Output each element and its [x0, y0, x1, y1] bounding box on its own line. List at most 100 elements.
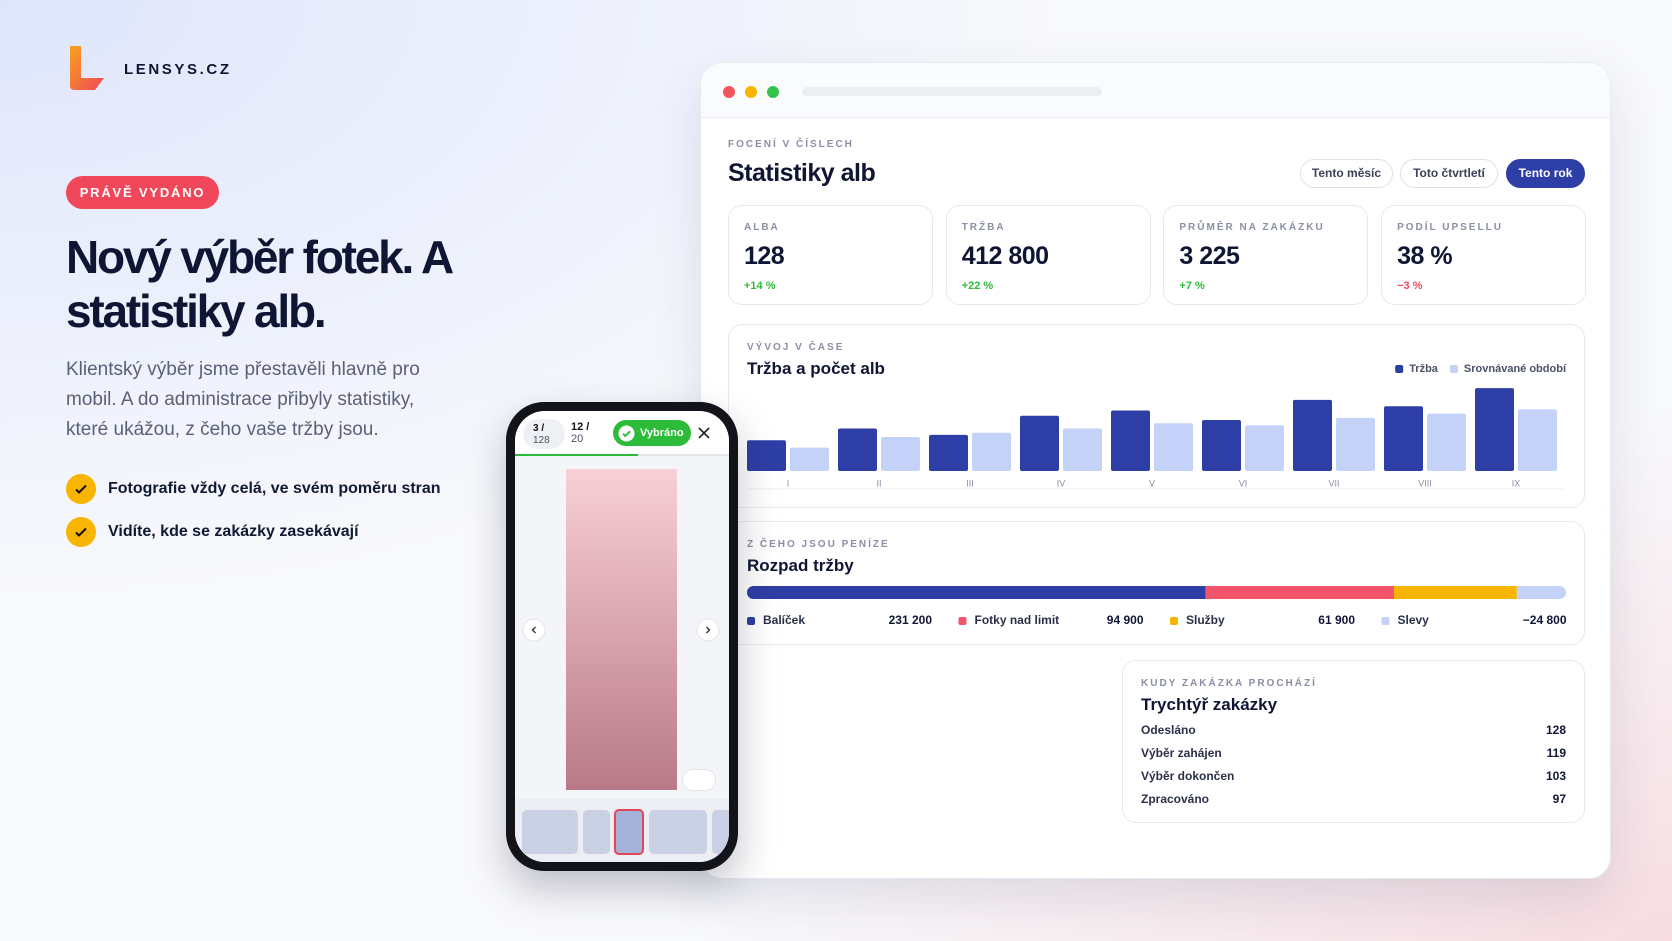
card-title: Trychtýř zakázky — [1141, 695, 1278, 714]
feature-text: Fotografie vždy celá, ve svém poměru str… — [108, 480, 441, 497]
legend-swatch — [1395, 365, 1404, 373]
close-icon[interactable] — [698, 427, 710, 439]
funnel-label: Odesláno — [1141, 723, 1196, 737]
brand: LENSYS.CZ — [124, 61, 232, 78]
selected-pill[interactable]: Vybráno — [613, 420, 691, 446]
x-tick-label: IV — [1057, 478, 1066, 488]
kpi-change: +14 % — [744, 280, 776, 292]
window-dot[interactable] — [745, 86, 757, 98]
kpi-value: 128 — [744, 242, 785, 270]
paragraph-line: Klientský výběr jsme přestavěli hlavně p… — [66, 359, 420, 380]
check-icon — [66, 474, 96, 504]
kpi-card: ALBA 128 +14 % — [728, 205, 933, 305]
photo-counter-value: 3 / — [533, 423, 545, 434]
bar — [881, 437, 920, 471]
feature: Fotografie vždy celá, ve svém poměru str… — [66, 474, 441, 504]
zoom-button[interactable] — [682, 769, 716, 791]
photo — [566, 469, 677, 790]
x-tick-label: I — [787, 478, 790, 488]
dashboard-window: FOCENÍ V ČÍSLECH Statistiky alb VÝVOJ V … — [700, 62, 1611, 879]
bar — [1063, 428, 1102, 471]
phone: 3 / 128 12 / 20 Vybráno — [506, 402, 738, 871]
legend-swatch — [1449, 365, 1458, 373]
kpi-label: PRŮMĚR NA ZAKÁZKU — [1179, 222, 1325, 233]
thumbnail[interactable] — [583, 810, 610, 854]
value-label: 94 900 — [1107, 613, 1144, 627]
period-button[interactable]: Tento rok — [1506, 159, 1585, 188]
trend-card: VÝVOJ V ČASE Tržba a počet alb — [728, 324, 1585, 508]
funnel-value: 103 — [1545, 769, 1566, 783]
badge: PRÁVĚ VYDÁNO — [66, 176, 219, 209]
thumbnail[interactable] — [522, 810, 578, 854]
window-dot[interactable] — [723, 86, 735, 98]
prev-button[interactable] — [522, 618, 546, 642]
title-bar — [701, 63, 1610, 118]
legend-swatch — [958, 617, 967, 625]
breakdown-segment — [1516, 586, 1566, 599]
breakdown-segment — [747, 586, 1206, 599]
address-bar — [802, 87, 1102, 96]
thumbnail-selected[interactable] — [614, 809, 644, 855]
value-label: −24 800 — [1523, 613, 1567, 627]
legend-swatch — [1381, 617, 1390, 625]
legend-swatch — [747, 617, 755, 625]
selected-limit: 20 — [571, 433, 584, 445]
bar — [1245, 425, 1284, 471]
legend-label: Slevy — [1398, 613, 1430, 627]
card-title: Tržba a počet alb — [747, 359, 885, 378]
bar — [1111, 410, 1150, 471]
funnel-label: Výběr dokončen — [1141, 769, 1235, 783]
logo — [70, 46, 104, 90]
x-tick-label: V — [1149, 478, 1155, 488]
eyebrow: KUDY ZAKÁZKA PROCHÁZÍ — [1141, 678, 1317, 689]
bar — [1518, 409, 1557, 471]
period-button[interactable]: Tento měsíc — [1300, 159, 1393, 188]
kpi-value: 3 225 — [1179, 242, 1240, 270]
value-label: 61 900 — [1318, 613, 1355, 627]
period-button[interactable]: Toto čtvrtletí — [1400, 159, 1498, 188]
bar — [838, 428, 877, 471]
check — [75, 484, 87, 494]
funnel-value: 97 — [1552, 792, 1566, 806]
x-tick-label: VIII — [1418, 478, 1432, 488]
photo-total: 128 — [533, 435, 550, 446]
paragraph: Klientský výběr jsme přestavěli hlavně p… — [66, 355, 420, 445]
legend-label: Služby — [1186, 613, 1225, 627]
legend-label: Balíček — [763, 613, 805, 627]
bar — [1154, 423, 1193, 471]
next-button[interactable] — [696, 618, 720, 642]
headline: Nový výběr fotek. A statistiky alb. — [66, 230, 454, 338]
thumbnail[interactable] — [649, 810, 707, 854]
feature-text: Vidíte, kde se zakázky zasekávají — [108, 523, 359, 540]
breakdown-segment — [1393, 586, 1517, 599]
thumbnail[interactable] — [712, 810, 729, 854]
breakdown-bar — [747, 586, 1566, 599]
check — [75, 527, 87, 537]
bar — [790, 447, 829, 471]
phone-screen: 3 / 128 12 / 20 Vybráno — [515, 411, 729, 862]
paragraph-line: které ukážou, z čeho vaše tržby jsou. — [66, 419, 379, 440]
headline-line: statistiky alb. — [66, 285, 327, 337]
x-tick-label: IX — [1512, 478, 1521, 488]
kpi-value: 412 800 — [961, 242, 1049, 270]
x-tick-label: VI — [1239, 478, 1248, 488]
kpi-change: +22 % — [961, 280, 994, 292]
progress-fill — [515, 454, 638, 456]
funnel-card: KUDY ZAKÁZKA PROCHÁZÍ Trychtýř zakázky O… — [1122, 660, 1585, 823]
x-tick-label: VII — [1328, 478, 1339, 488]
bar — [1202, 420, 1241, 471]
kpi-card: PODÍL UPSELLU 38 % −3 % — [1381, 205, 1587, 305]
card-title: Rozpad tržby — [747, 556, 854, 575]
paragraph-line: mobil. A do administrace přibyly statist… — [66, 389, 415, 410]
value-label: 231 200 — [889, 613, 933, 627]
funnel-label: Výběr zahájen — [1141, 746, 1222, 760]
legend-label: Tržba — [1409, 363, 1439, 375]
window-dot[interactable] — [767, 86, 779, 98]
feature: Vidíte, kde se zakázky zasekávají — [66, 517, 359, 547]
x-tick-label: III — [966, 478, 974, 488]
legend-label: Srovnávané období — [1464, 363, 1567, 375]
funnel-value: 128 — [1545, 723, 1566, 737]
